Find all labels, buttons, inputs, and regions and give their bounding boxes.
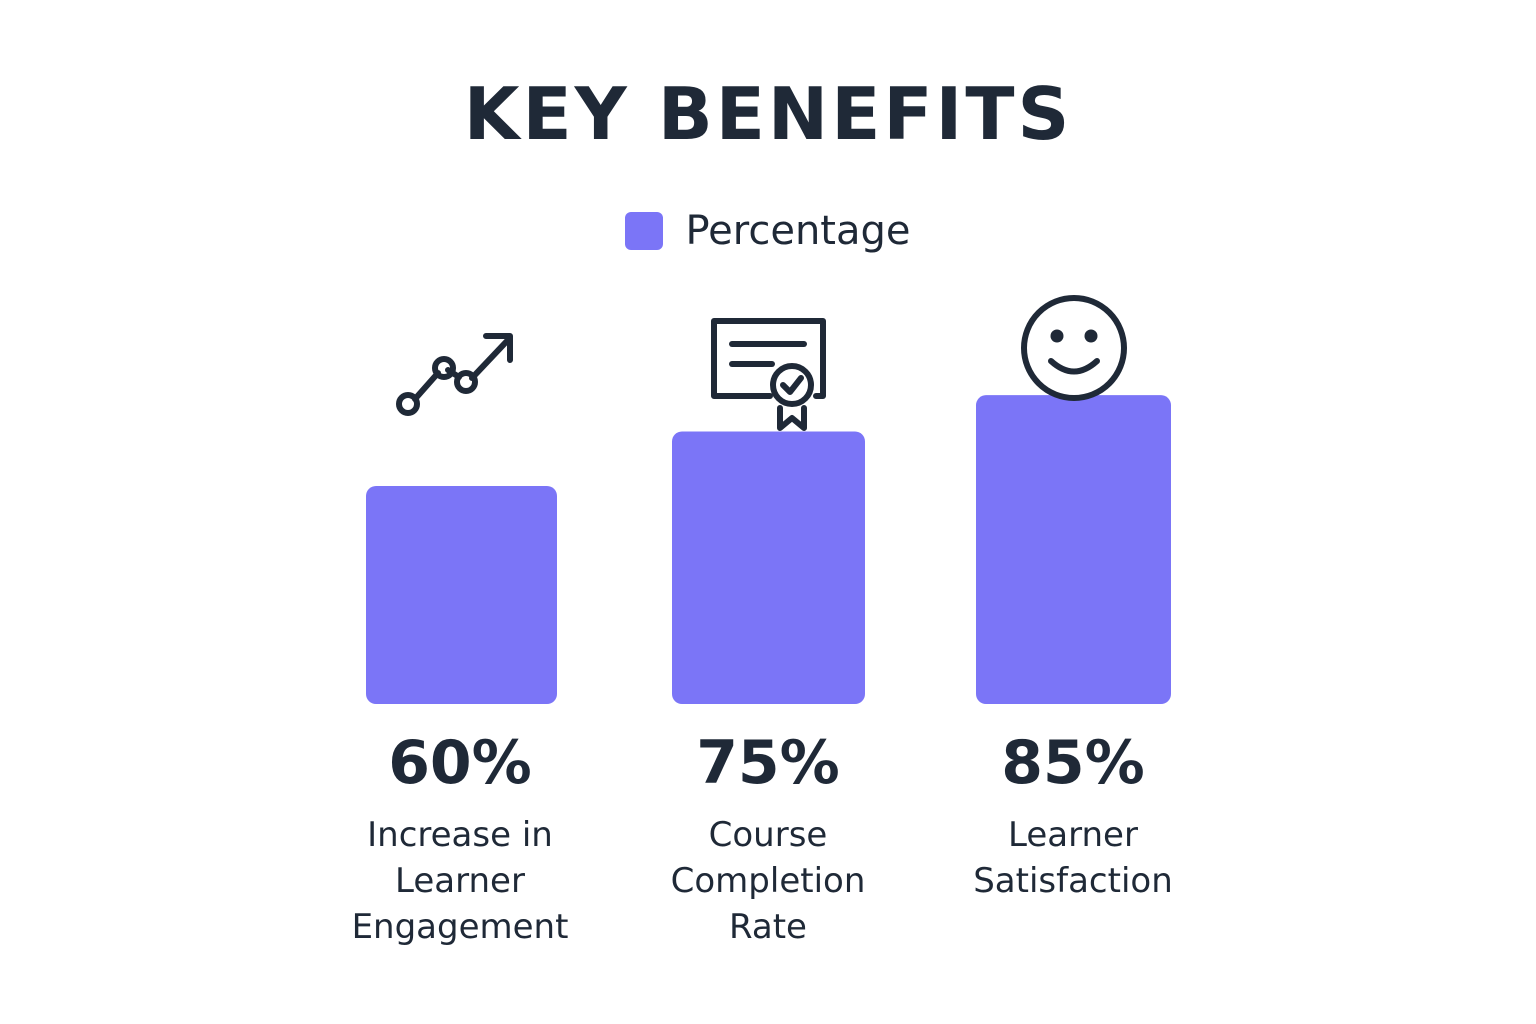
category-label-completion: Course Completion Rate [670,815,866,947]
value-label-satisfaction: 85% [1001,728,1145,798]
chart-title: KEY BENEFITS [463,72,1073,156]
smiley-icon [1021,295,1127,401]
legend-swatch [625,212,664,250]
bar-satisfaction [976,395,1171,704]
legend-label: Percentage [685,208,911,254]
certificate-icon [711,318,826,431]
value-label-engagement: 60% [388,728,532,798]
legend: Percentage [0,208,1536,254]
trending-up-icon [396,333,513,416]
bar-engagement [366,486,557,704]
bar-completion [672,431,865,704]
category-label-engagement: Increase in Learner Engagement [351,815,569,947]
category-label-satisfaction: Learner Satisfaction [973,815,1173,901]
value-label-completion: 75% [696,728,840,798]
